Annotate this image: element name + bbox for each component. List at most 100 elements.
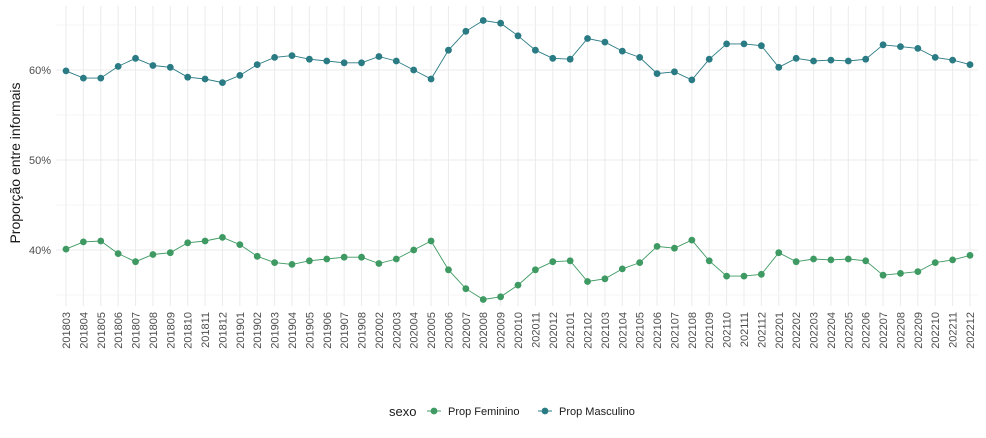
- x-tick-label: 202101: [565, 312, 577, 349]
- data-point: [966, 252, 974, 259]
- data-point: [549, 258, 557, 266]
- y-tick-label: 40%: [29, 245, 51, 257]
- x-tick-label: 202108: [687, 312, 699, 349]
- x-tick-label: 202205: [843, 312, 855, 349]
- data-point: [636, 259, 644, 266]
- data-point: [445, 266, 452, 274]
- data-point: [688, 236, 696, 244]
- data-point: [497, 19, 505, 27]
- x-tick-label: 202012: [548, 312, 560, 349]
- series-lines: [62, 17, 974, 303]
- x-tick-label: 201906: [322, 312, 334, 349]
- data-point: [236, 72, 244, 79]
- data-point: [149, 251, 157, 258]
- data-point: [358, 253, 365, 261]
- data-point: [375, 53, 383, 60]
- x-tick-label: 202002: [374, 312, 386, 349]
- x-tick-label: 202209: [913, 312, 925, 349]
- data-point: [618, 47, 626, 55]
- x-tick-label: 202009: [496, 312, 508, 349]
- x-tick-label: 201902: [252, 312, 264, 349]
- x-tick-label: 201903: [270, 312, 282, 349]
- legend: sexo Prop Feminino Prop Masculino: [389, 404, 635, 419]
- data-point: [827, 256, 835, 264]
- data-point: [305, 257, 313, 265]
- data-point: [792, 258, 800, 266]
- x-tick-label: 202105: [635, 312, 647, 349]
- data-point: [340, 253, 348, 261]
- y-tick-label: 60%: [29, 65, 51, 77]
- data-point: [914, 268, 922, 275]
- data-point: [166, 249, 174, 257]
- data-point: [705, 55, 713, 63]
- x-tick-label: 202109: [704, 312, 716, 349]
- data-point: [479, 17, 487, 24]
- data-point: [114, 63, 122, 70]
- x-tick-label: 202208: [895, 312, 907, 349]
- data-point: [740, 40, 748, 48]
- legend-item: Prop Feminino: [427, 406, 520, 418]
- data-point: [879, 41, 887, 49]
- series-1: [62, 234, 974, 303]
- x-tick-label: 202010: [513, 312, 525, 349]
- data-point: [166, 63, 174, 71]
- data-point: [323, 255, 331, 263]
- data-point: [427, 237, 435, 245]
- y-tick-label: 50%: [29, 155, 51, 167]
- data-point: [114, 250, 122, 257]
- x-tick-label: 202004: [409, 312, 421, 349]
- data-point: [149, 62, 157, 69]
- x-tick-label: 202106: [652, 312, 664, 349]
- data-point: [949, 256, 957, 264]
- data-point: [219, 234, 226, 241]
- x-tick-label: 202102: [583, 312, 595, 349]
- data-point: [253, 61, 261, 68]
- y-axis-title: Proporção entre informais: [7, 82, 23, 243]
- data-point: [514, 32, 522, 40]
- data-point: [288, 52, 296, 59]
- x-tick-label: 201804: [78, 312, 90, 349]
- x-axis-ticks: 201803 201804 201805 201806 201807 201808 2018…: [61, 312, 977, 349]
- data-point: [827, 56, 835, 64]
- data-point: [219, 79, 226, 86]
- data-point: [723, 272, 731, 280]
- x-tick-label: 202110: [722, 312, 734, 348]
- data-point: [566, 257, 574, 265]
- data-point: [392, 255, 400, 263]
- data-point: [566, 55, 574, 63]
- data-point: [844, 255, 852, 263]
- x-tick-label: 202203: [809, 312, 821, 349]
- data-point: [62, 245, 70, 253]
- data-point: [410, 246, 418, 254]
- legend-key-point: [430, 407, 438, 415]
- data-point: [79, 74, 87, 82]
- x-tick-label: 202104: [617, 312, 629, 349]
- data-point: [531, 46, 539, 54]
- data-point: [236, 241, 244, 249]
- x-tick-label: 201803: [61, 312, 73, 349]
- data-point: [740, 272, 748, 280]
- data-point: [775, 63, 783, 71]
- x-tick-label: 201811: [200, 312, 212, 348]
- x-tick-label: 201806: [113, 312, 125, 349]
- x-tick-label: 201808: [148, 312, 160, 349]
- x-tick-label: 201807: [131, 312, 143, 349]
- data-point: [271, 54, 279, 61]
- x-tick-label: 201901: [235, 312, 247, 349]
- data-point: [79, 238, 87, 246]
- data-point: [862, 55, 870, 63]
- legend-label: Prop Feminino: [448, 406, 520, 418]
- data-point: [305, 55, 313, 63]
- data-point: [931, 54, 939, 61]
- data-point: [653, 243, 661, 250]
- data-point: [531, 266, 539, 274]
- data-point: [757, 42, 765, 50]
- data-point: [862, 257, 870, 265]
- data-point: [949, 56, 957, 64]
- x-tick-label: 202212: [965, 312, 977, 349]
- data-point: [897, 270, 904, 277]
- data-point: [340, 59, 348, 67]
- data-point: [97, 237, 105, 245]
- data-point: [636, 54, 644, 61]
